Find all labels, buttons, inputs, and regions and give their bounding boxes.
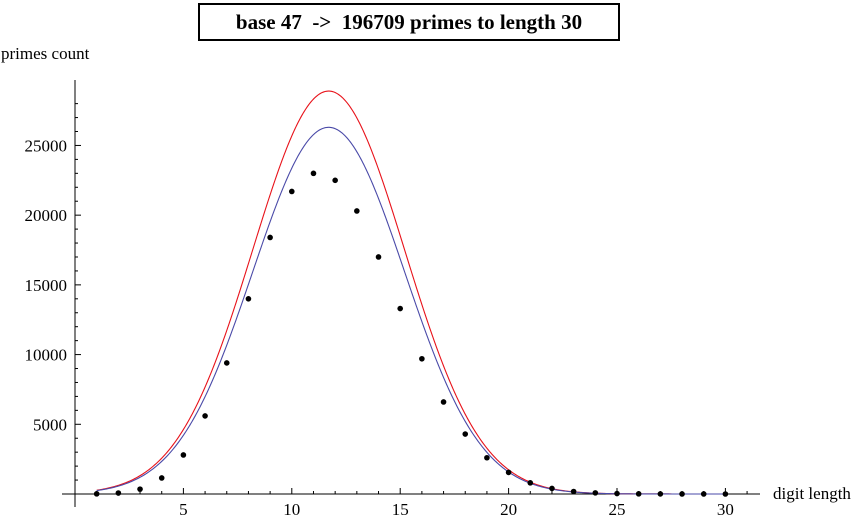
- data-point: [180, 452, 187, 458]
- data-point: [549, 485, 555, 492]
- data-point: [93, 491, 100, 497]
- curve-blue: [96, 126, 726, 495]
- data-point: [527, 480, 534, 486]
- x-tick-label: 20: [500, 500, 517, 519]
- data-point: [635, 491, 642, 497]
- y-tick-label: 10000: [25, 346, 68, 365]
- data-point: [592, 490, 599, 496]
- fit-curves: [96, 90, 726, 495]
- data-point: [115, 490, 122, 496]
- y-axis-label: primes count: [1, 44, 90, 63]
- data-point: [419, 355, 425, 362]
- data-point: [310, 170, 317, 177]
- data-point: [679, 491, 685, 497]
- data-point: [397, 305, 404, 312]
- x-tick-label: 30: [717, 500, 734, 519]
- data-point: [440, 399, 447, 405]
- data-point: [484, 454, 490, 461]
- y-tick-label: 20000: [25, 206, 68, 225]
- data-point: [462, 431, 469, 437]
- data-point: [223, 360, 230, 366]
- data-point: [570, 488, 577, 495]
- data-point: [700, 491, 707, 497]
- x-tick-label: 5: [179, 500, 188, 519]
- data-point: [657, 491, 664, 497]
- x-tick-label: 10: [283, 500, 300, 519]
- data-point: [202, 413, 208, 419]
- y-tick-label: 5000: [33, 415, 67, 434]
- y-tick-label: 25000: [25, 136, 68, 155]
- data-point: [722, 491, 729, 497]
- data-point: [158, 475, 165, 481]
- data-points: [93, 170, 729, 497]
- data-point: [245, 296, 252, 302]
- data-point: [505, 469, 512, 476]
- x-tick-label: 25: [609, 500, 626, 519]
- data-point: [137, 486, 143, 492]
- data-point: [354, 208, 360, 214]
- data-point: [267, 234, 273, 241]
- data-point: [332, 177, 338, 184]
- chart-title: base 47 -> 196709 primes to length 30: [235, 9, 583, 34]
- axes: 5 10 15 20 25 30 5000 10000 15000 20000 25000: [25, 80, 760, 519]
- data-point: [289, 188, 295, 195]
- curve-red: [96, 90, 726, 495]
- data-point: [614, 490, 620, 497]
- x-tick-label: 15: [392, 500, 409, 519]
- chart-title-box: base 47 -> 196709 primes to length 30: [198, 3, 620, 41]
- data-point: [375, 254, 382, 260]
- x-axis-label: digit length: [773, 484, 851, 503]
- y-tick-label: 15000: [25, 276, 68, 295]
